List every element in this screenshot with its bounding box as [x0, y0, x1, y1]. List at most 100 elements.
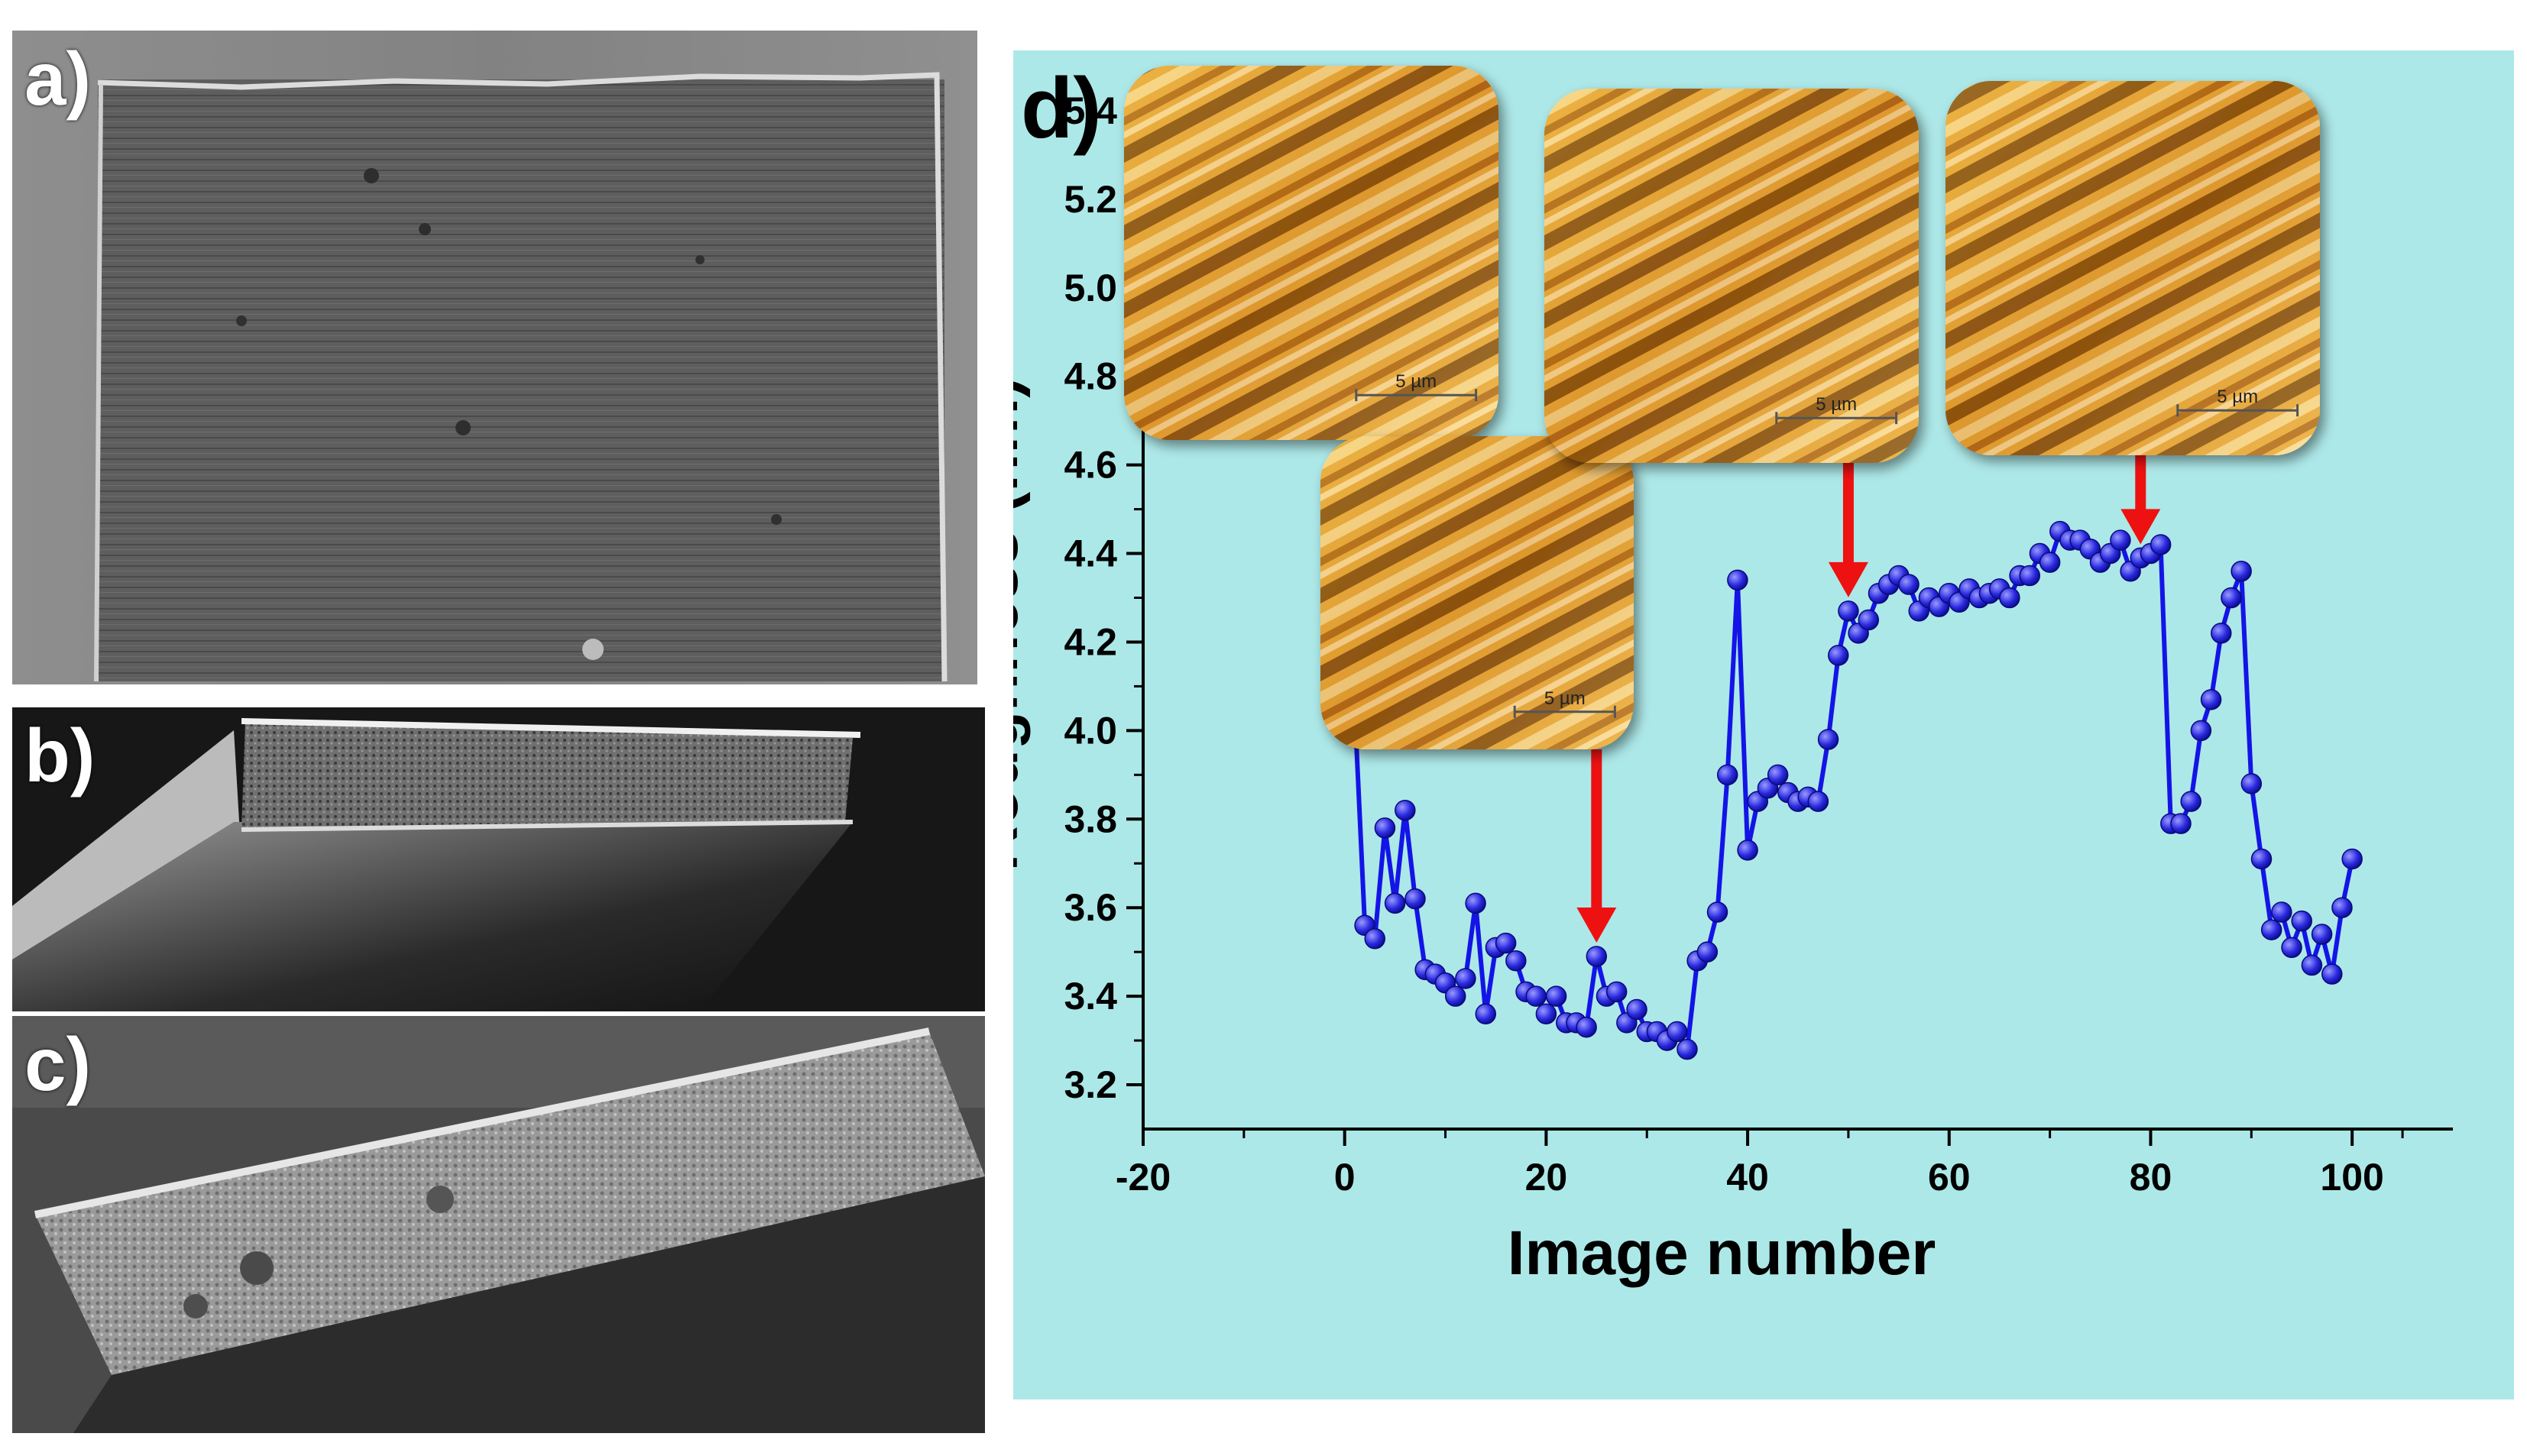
roughness-chart: -20 0 20 40 60 80 100 3.2 3.4 3.6 3.8 4.0 4.2 4.4 4.6 4… — [1013, 66, 2453, 1288]
x-tick-label: 0 — [1334, 1156, 1356, 1199]
roughness-chart-panel: -20 0 20 40 60 80 100 3.2 3.4 3.6 3.8 4.0 4.2 4.4 4.6 4… — [1013, 50, 2514, 1399]
data-point — [2190, 720, 2212, 742]
x-tick-label: 80 — [2130, 1156, 2172, 1199]
data-point — [1395, 799, 1416, 821]
data-point — [2180, 791, 2201, 812]
sem-image-c-graphic — [12, 1016, 985, 1433]
y-tick-label: 3.2 — [1064, 1063, 1117, 1106]
data-point — [1696, 941, 1719, 963]
arrow-head — [1828, 561, 1868, 597]
panel-label-c: c) — [24, 1022, 92, 1106]
afm-inset-tint — [1124, 66, 1498, 440]
scale-bar-label: 5 µm — [1395, 371, 1437, 392]
scale-bar-label: 5 µm — [1816, 394, 1857, 415]
x-tick-label: 20 — [1525, 1156, 1568, 1199]
data-point — [1495, 932, 1517, 954]
sem-image-cross-section-c: c) — [12, 1016, 985, 1433]
afm-inset-image: 5 µm — [1124, 66, 1498, 440]
y-tick-label: 4.6 — [1064, 444, 1117, 487]
data-point — [1737, 840, 1758, 861]
data-point — [2110, 529, 2131, 551]
data-point — [1444, 985, 1466, 1007]
scale-bar-label: 5 µm — [2217, 387, 2258, 407]
x-tick-label: 100 — [2320, 1156, 2383, 1199]
x-tick-label: 60 — [1928, 1156, 1971, 1199]
series-line — [1352, 529, 2355, 1052]
data-point — [2301, 954, 2323, 976]
data-point — [2311, 924, 2333, 945]
data-point — [1767, 764, 1789, 786]
data-point — [1455, 968, 1476, 989]
data-point — [1807, 791, 1829, 812]
afm-inset-image: 5 µm — [1320, 436, 1634, 749]
data-point — [2240, 773, 2263, 794]
data-point — [2281, 937, 2302, 959]
data-point — [1545, 985, 1567, 1007]
panel-label-b: b) — [24, 713, 96, 798]
data-point — [1525, 985, 1547, 1007]
data-point — [1626, 998, 1647, 1021]
y-tick-label: 4.0 — [1064, 709, 1117, 752]
afm-inset-tint — [1544, 89, 1919, 463]
x-axis-title: Image number — [1508, 1218, 1936, 1288]
y-tick-label: 3.6 — [1064, 886, 1117, 929]
sem-image-cross-section-b: b) — [12, 707, 985, 1011]
y-tick-label: 4.2 — [1064, 620, 1117, 663]
data-point — [1404, 888, 1426, 910]
data-point — [1817, 729, 1839, 750]
data-point — [2150, 534, 2172, 555]
data-point — [2200, 689, 2222, 710]
data-point — [2170, 813, 2192, 834]
afm-inset-image: 5 µm — [1945, 81, 2320, 455]
data-point — [2271, 901, 2292, 923]
data-point — [2039, 552, 2061, 573]
data-point — [1535, 1003, 1557, 1025]
afm-inset-tint — [1945, 81, 2320, 455]
afm-inset-tint — [1320, 436, 1634, 749]
data-point — [2221, 587, 2242, 609]
data-point — [1576, 1016, 1597, 1038]
y-tick-label: 3.4 — [1064, 975, 1117, 1018]
data-point — [1586, 946, 1608, 967]
y-tick-label: 4.8 — [1064, 355, 1117, 398]
data-point — [1505, 950, 1527, 972]
sem-image-b-graphic — [12, 707, 985, 1011]
data-point — [1999, 587, 2020, 609]
data-point — [2321, 963, 2343, 985]
sem-image-top-view: a) — [12, 31, 977, 684]
data-point — [1898, 574, 1920, 595]
data-point — [1465, 892, 1486, 914]
data-point — [1364, 928, 1385, 950]
data-point — [2341, 848, 2363, 870]
data-point — [1858, 609, 1880, 631]
y-axis-title: Roughness (nm) — [1013, 377, 1031, 872]
data-point — [1838, 600, 1859, 622]
afm-inset-image: 5 µm — [1544, 89, 1919, 463]
x-tick-label: 40 — [1726, 1156, 1769, 1199]
data-point — [1827, 645, 1849, 666]
data-point — [2019, 565, 2040, 587]
y-tick-label: 4.4 — [1064, 532, 1117, 575]
data-point — [2291, 910, 2312, 932]
data-point — [1475, 1003, 1497, 1025]
axes-layer: -20 0 20 40 60 80 100 3.2 3.4 3.6 3.8 4.0 4.2 4.4 4.6 4… — [1013, 89, 2453, 1288]
inset-layer: 5 µm 5 µm 5 µm 5 µm — [1124, 66, 2320, 749]
data-point — [1374, 817, 1396, 839]
data-point — [2250, 848, 2273, 870]
data-point — [1677, 1038, 1698, 1060]
arrow-head — [2120, 509, 2161, 545]
y-tick-label: 5.2 — [1064, 178, 1117, 221]
arrow-head — [1576, 907, 1617, 943]
x-tick-label: -20 — [1116, 1156, 1171, 1199]
data-point — [1605, 981, 1628, 1003]
y-tick-label: 5.4 — [1064, 89, 1117, 132]
data-point — [1384, 892, 1406, 914]
data-point — [1716, 764, 1738, 786]
data-point — [1667, 1021, 1688, 1043]
data-point — [1706, 901, 1728, 923]
scale-bar-label: 5 µm — [1544, 688, 1586, 709]
data-point — [2231, 560, 2252, 582]
panel-label-a: a) — [24, 37, 92, 121]
panel-label-d: d) — [1021, 60, 1102, 156]
data-point — [2331, 897, 2353, 918]
